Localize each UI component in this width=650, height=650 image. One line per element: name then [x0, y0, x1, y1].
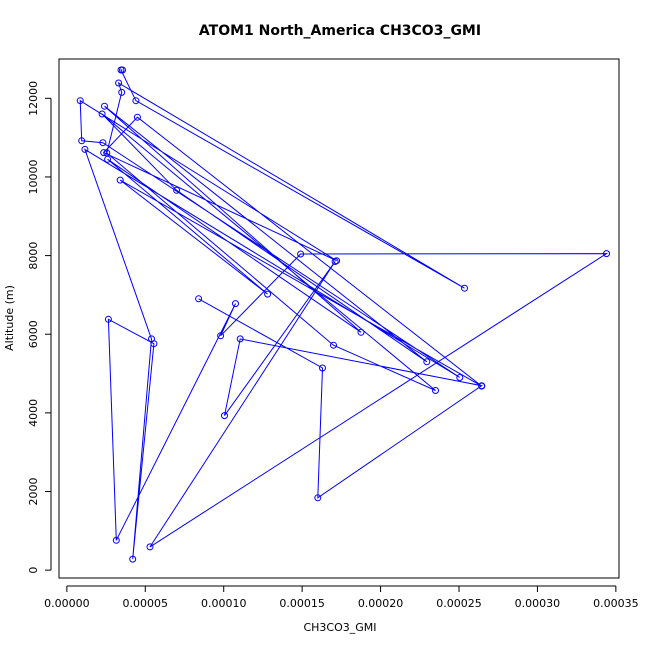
data-point [100, 149, 108, 157]
y-tick-label: 8000 [27, 242, 40, 270]
plot-area [58, 58, 620, 579]
data-point [314, 494, 322, 502]
data-point [104, 315, 112, 323]
x-tick-label: 0.00000 [44, 597, 90, 610]
x-tick-label: 0.00025 [436, 597, 482, 610]
x-axis: 0.00000 0.00005 0.00010 0.00015 0.00020 0.000… [44, 585, 639, 610]
y-tick-label: 10000 [27, 159, 40, 194]
chart-title: ATOM1 North_America CH3CO3_GMI [199, 23, 481, 39]
data-point [264, 290, 272, 298]
y-tick-label: 4000 [27, 399, 40, 427]
data-point [173, 186, 181, 194]
series-layer [76, 66, 610, 563]
y-tick-label: 0 [27, 567, 40, 574]
data-point [236, 335, 244, 343]
x-tick-label: 0.00035 [593, 597, 639, 610]
y-axis-label: Altitude (m) [3, 285, 16, 351]
data-point [456, 374, 464, 381]
x-tick-label: 0.00010 [201, 597, 247, 610]
data-point [357, 328, 365, 336]
data-point [195, 295, 203, 303]
data-point [132, 97, 140, 105]
data-point [221, 412, 228, 420]
data-point [112, 536, 120, 544]
data-point [133, 113, 141, 121]
data-point [432, 387, 439, 394]
data-point [297, 250, 305, 258]
data-point [319, 364, 326, 372]
data-point [98, 110, 106, 118]
data-point [101, 102, 108, 110]
data-point [104, 155, 112, 163]
data-point [603, 250, 610, 258]
data-point [423, 358, 431, 366]
data-point [478, 382, 486, 390]
data-point [81, 145, 89, 153]
x-tick-label: 0.00030 [515, 597, 561, 610]
y-axis: 0 2000 4000 6000 8000 10000 12000 [27, 81, 52, 574]
data-point [117, 66, 125, 74]
data-point [116, 176, 124, 184]
data-point [76, 97, 84, 105]
data-point [118, 88, 126, 96]
data-point [330, 341, 337, 349]
series-line [79, 69, 609, 560]
data-point [461, 284, 468, 292]
x-tick-label: 0.00015 [279, 597, 325, 610]
data-point [217, 332, 225, 340]
data-point [150, 340, 158, 348]
data-point [331, 258, 339, 265]
plot-frame [58, 58, 620, 579]
x-tick-label: 0.00005 [123, 597, 169, 610]
data-point [232, 300, 239, 308]
data-point [78, 137, 86, 145]
y-tick-label: 2000 [27, 478, 40, 506]
data-point [129, 555, 137, 563]
y-tick-label: 12000 [27, 81, 40, 116]
y-tick-label: 6000 [27, 320, 40, 348]
data-point [146, 543, 154, 551]
data-point [99, 139, 107, 147]
x-axis-label: CH3CO3_GMI [303, 621, 376, 634]
x-tick-label: 0.00020 [358, 597, 404, 610]
data-point [115, 79, 123, 87]
